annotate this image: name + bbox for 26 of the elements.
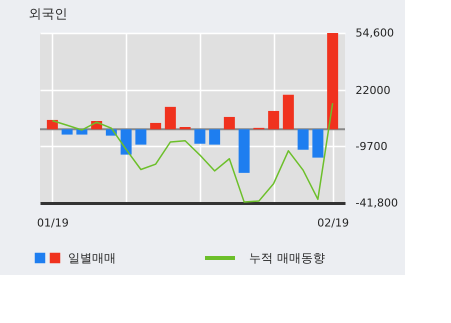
bar (298, 129, 309, 150)
bar (224, 116, 235, 130)
y-tick-label: -41,800 (356, 196, 398, 210)
x-tick-label: 02/19 (317, 216, 349, 230)
y-tick-label: -9700 (356, 140, 388, 153)
bar (268, 110, 280, 130)
bar (150, 122, 162, 130)
line-series (52, 102, 334, 203)
x-tick-label: 01/19 (37, 216, 69, 230)
bar (238, 129, 250, 173)
bar (135, 129, 146, 145)
bar (62, 129, 73, 135)
bar (327, 33, 338, 130)
bar (209, 129, 220, 145)
bar (312, 129, 324, 158)
bar (46, 120, 58, 130)
bar (282, 94, 294, 130)
legend-label: 일별매매 (68, 251, 116, 265)
chart-title: 외국인 (28, 7, 68, 22)
y-tick-label: 54,600 (356, 26, 394, 40)
bar (180, 126, 191, 130)
bar (120, 129, 132, 155)
bar (164, 106, 176, 130)
legend-label: 누적 매매동향 (249, 251, 325, 265)
y-tick-label: 22000 (356, 84, 390, 97)
bar (194, 129, 206, 144)
